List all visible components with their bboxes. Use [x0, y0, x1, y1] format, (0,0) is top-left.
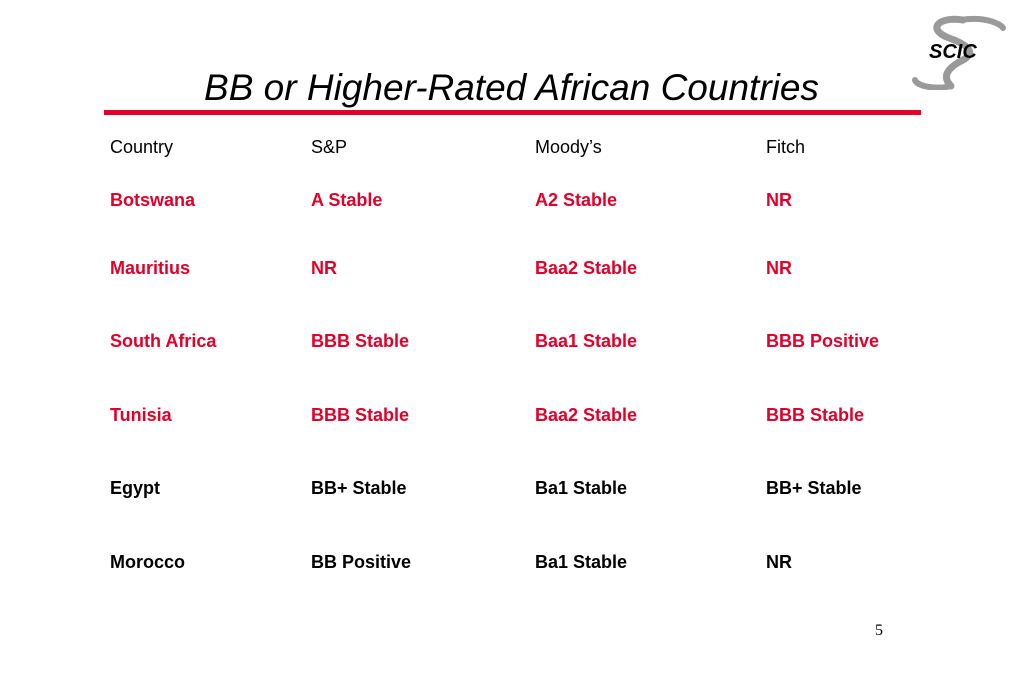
moodys-rating-cell: Baa2 Stable [535, 258, 638, 278]
fitch-rating-cell: NR [766, 551, 792, 572]
header-fitch: Fitch [766, 136, 806, 157]
fitch-rating-cell: NR [766, 190, 792, 210]
table-row: Mauritius NR Baa2 Stable NR [110, 235, 926, 302]
moodys-rating-cell: Ba1 Stable [535, 477, 628, 498]
table-row: South Africa BBB Stable Baa1 Stable BBB Pos… [110, 302, 926, 381]
scic-logo: SCIC [905, 10, 1015, 91]
moodys-rating-cell: A2 Stable [535, 190, 618, 210]
moodys-rating-cell: Baa2 Stable [535, 404, 638, 425]
table-row: Botswana A Stable A2 Stable NR [110, 166, 926, 235]
table-row: Egypt BB+ Stable Ba1 Stable BB+ Stable [110, 449, 926, 527]
header-moodys: Moody’s [535, 136, 602, 157]
country-cell: Morocco [110, 551, 186, 572]
fitch-rating-cell: BBB Stable [766, 404, 865, 425]
page-number: 5 [875, 622, 883, 639]
sp-rating-cell: NR [311, 258, 337, 278]
slide-title: BB or Higher-Rated African Countries [204, 67, 819, 108]
header-sp: S&P [311, 136, 348, 157]
country-cell: Botswana [110, 190, 196, 210]
sp-rating-cell: BBB Stable [311, 331, 410, 351]
table-row: Tunisia BBB Stable Baa2 Stable BBB Stable [110, 381, 926, 449]
moodys-rating-cell: Baa1 Stable [535, 331, 638, 351]
table-row: Morocco BB Positive Ba1 Stable NR [110, 527, 926, 597]
country-cell: Mauritius [110, 258, 191, 278]
fitch-rating-cell: BB+ Stable [766, 477, 862, 498]
country-cell: South Africa [110, 331, 217, 351]
header-row: Country S&P Moody’s Fitch [110, 128, 926, 166]
fitch-rating-cell: NR [766, 258, 792, 278]
country-cell: Egypt [110, 477, 161, 498]
sp-rating-cell: BB+ Stable [311, 477, 407, 498]
logo-text: SCIC [929, 41, 977, 63]
sp-rating-cell: BB Positive [311, 551, 412, 572]
sp-rating-cell: A Stable [311, 190, 383, 210]
fitch-rating-cell: BBB Positive [766, 331, 880, 351]
sp-rating-cell: BBB Stable [311, 404, 410, 425]
country-cell: Tunisia [110, 404, 172, 425]
ratings-table: Country S&P Moody’s Fitch Botswana A Stab… [110, 128, 926, 597]
header-country: Country [110, 136, 174, 157]
title-underline [104, 110, 921, 115]
moodys-rating-cell: Ba1 Stable [535, 551, 628, 572]
